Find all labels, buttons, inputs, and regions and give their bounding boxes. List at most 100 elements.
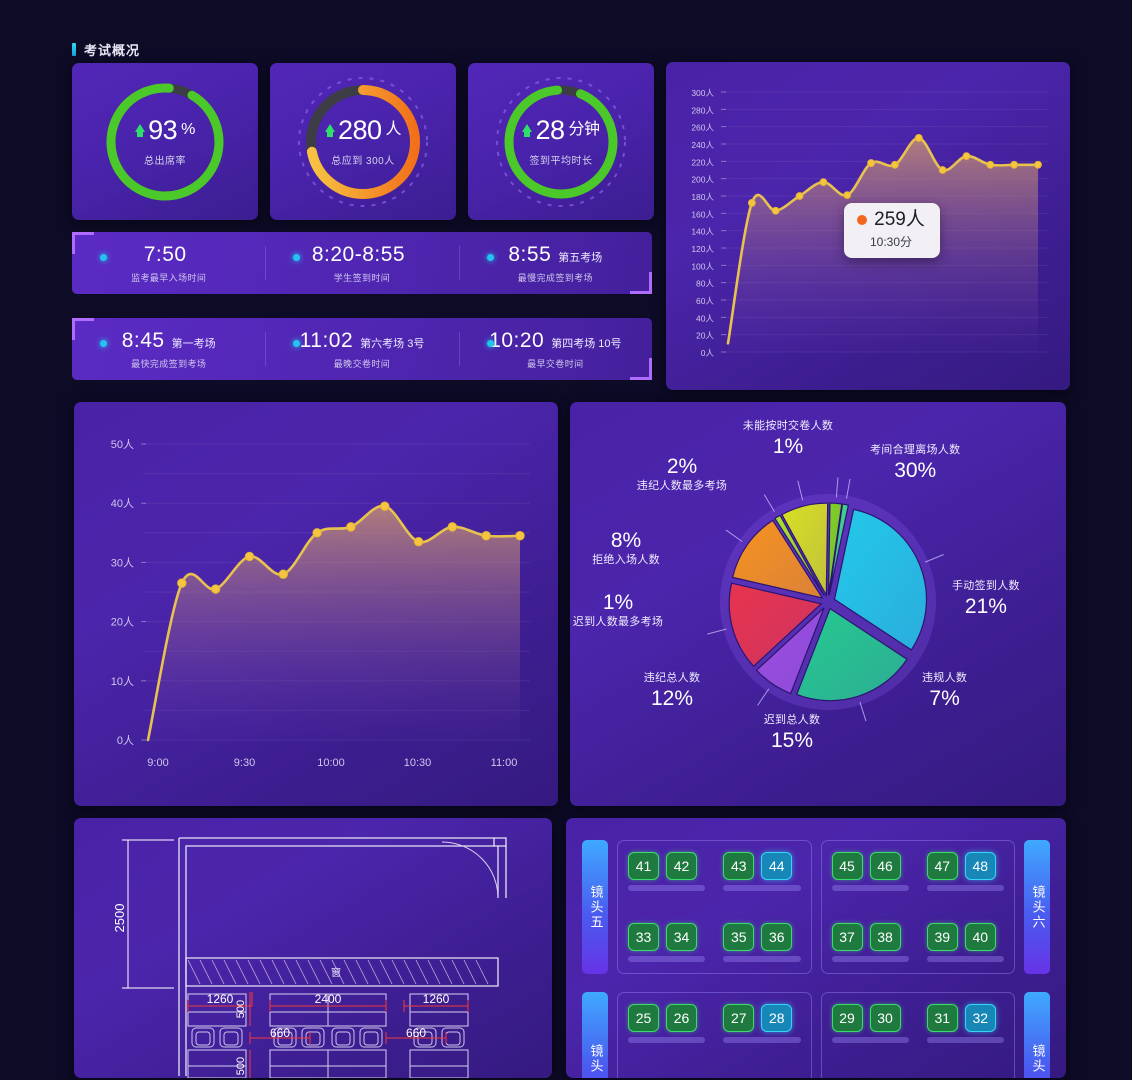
seat[interactable]: 40 <box>964 923 996 951</box>
corner-accent <box>630 291 652 294</box>
floorplan-card[interactable]: 窗 <box>74 818 552 1078</box>
seat[interactable]: 36 <box>761 923 793 951</box>
info-cell[interactable]: 11:02 第六考场 3号 最晚交卷时间 <box>265 318 458 380</box>
seat[interactable]: 26 <box>666 1004 697 1032</box>
bullet-dot-icon <box>100 340 107 347</box>
gauge-value-row: 93 % <box>135 116 195 144</box>
pie-slice-name: 考间合理离场人数 <box>870 444 961 456</box>
chart-card-attendance-top[interactable]: 0人 20人 40人 60人 80人 100人 120人 140人 160人 180人 200人 22… <box>666 62 1070 390</box>
seat-pair: 43 44 <box>723 852 801 891</box>
arrow-up-icon <box>324 124 335 137</box>
camera-label-left[interactable]: 镜头五 <box>582 840 608 974</box>
seat-row: 镜头五 41 42 43 44 33 34 35 36 45 46 47 48 37 38 39 40 镜头六 <box>582 840 1050 974</box>
seat[interactable]: 28 <box>761 1004 793 1032</box>
seat[interactable]: 44 <box>761 852 793 880</box>
seat[interactable]: 38 <box>869 923 901 951</box>
gauge-value-row: 280 人 <box>324 116 402 144</box>
gauge-value: 28 <box>535 114 565 145</box>
seat[interactable]: 37 <box>831 923 863 951</box>
svg-text:240人: 240人 <box>691 140 714 150</box>
pie-slice-label: 手动签到人数 21% <box>952 580 1020 620</box>
seat-pair: 25 26 <box>628 1004 706 1043</box>
seat[interactable]: 32 <box>964 1004 996 1032</box>
gauge-card-attendance-rate[interactable]: 93 % 总出席率 <box>72 63 258 220</box>
info-cell[interactable]: 7:50 监考最早入场时间 <box>72 232 265 294</box>
attendance-line-bottom-chart: 0人 10人 20人 30人 40人 50人 9:00 9:30 10:00 10:30 11:00 <box>111 438 530 769</box>
floorplan-dim-2500: 2500 <box>112 904 127 933</box>
seat[interactable]: 31 <box>926 1004 958 1032</box>
info-label: 监考最早入场时间 <box>131 272 207 283</box>
seat-row: 镜头 25 26 27 28 29 30 31 32 镜头 <box>582 992 1050 1078</box>
section-title-text: 考试概况 <box>84 43 141 58</box>
seat-pair-row: 45 46 <box>831 852 909 880</box>
info-time: 8:45 <box>121 328 165 352</box>
gauge-unit: 分钟 <box>568 121 601 138</box>
info-cell[interactable]: 10:20 第四考场 10号 最早交卷时间 <box>458 318 652 380</box>
seat[interactable]: 39 <box>926 923 958 951</box>
seat-pair-row: 25 26 <box>628 1004 705 1032</box>
svg-text:40人: 40人 <box>696 313 714 323</box>
pie-slice-name: 拒绝入场人数 <box>592 554 660 567</box>
seat[interactable]: 30 <box>869 1004 901 1032</box>
svg-text:11:00: 11:00 <box>491 757 518 769</box>
info-room: 第六考场 3号 <box>360 337 425 350</box>
pie-slice-label: 违规人数 7% <box>922 672 967 712</box>
seat[interactable]: 42 <box>666 852 697 880</box>
seat[interactable]: 35 <box>723 923 755 951</box>
camera-label-right[interactable]: 镜头六 <box>1024 840 1050 974</box>
gauge-ring: 280 人 总应到 300人 <box>292 71 434 213</box>
gauge-card-expected-total[interactable]: 280 人 总应到 300人 <box>270 63 456 220</box>
seat[interactable]: 33 <box>628 923 659 951</box>
floorplan-dim-500-a: 500 <box>235 1000 247 1018</box>
seat-line: 29 30 31 32 <box>831 1004 1004 1043</box>
info-room: 第四考场 10号 <box>551 337 622 350</box>
desk <box>723 1037 801 1043</box>
bullet-dot-icon <box>293 340 301 347</box>
seat-line: 33 34 35 36 <box>628 923 801 962</box>
seat[interactable]: 46 <box>869 852 901 880</box>
pie-slice-name: 迟到总人数 <box>763 714 821 726</box>
seat-pair: 45 46 <box>831 852 909 891</box>
svg-text:9:00: 9:00 <box>147 757 168 769</box>
pie-slice-percent: 7% <box>929 686 960 710</box>
info-label: 最慢完成签到考场 <box>517 272 593 283</box>
seating-chart-card[interactable]: 镜头五 41 42 43 44 33 34 35 36 45 46 47 48 37 38 39 40 镜头六 镜头… <box>566 818 1066 1078</box>
seat-pair: 47 48 <box>926 852 1004 891</box>
seat[interactable]: 48 <box>964 852 996 880</box>
seat[interactable]: 47 <box>926 852 958 880</box>
seat-pair-row: 29 30 <box>831 1004 909 1032</box>
floorplan-dim-660-b: 660 <box>406 1026 426 1040</box>
pie-slice-percent: 8% <box>610 529 642 552</box>
pie-slice-name: 手动签到人数 <box>952 580 1020 592</box>
seat[interactable]: 41 <box>628 852 659 880</box>
seat[interactable]: 43 <box>723 852 755 880</box>
gauge-ring: 28 分钟 签到平均时长 <box>490 71 632 213</box>
camera-label-left[interactable]: 镜头 <box>582 992 608 1078</box>
seat[interactable]: 25 <box>628 1004 659 1032</box>
seat[interactable]: 45 <box>831 852 863 880</box>
camera-label-right[interactable]: 镜头 <box>1024 992 1050 1078</box>
pie-slice-label: 2% 违纪人数最多考场 <box>637 454 727 494</box>
chart-card-attendance-bottom[interactable]: 0人 10人 20人 30人 40人 50人 9:00 9:30 10:00 10:30 11:00 <box>74 402 558 806</box>
chart-card-exam-breakdown[interactable]: 考间合理离场人数 30% 手动签到人数 21% 违规人数 7% 迟到总人数 15% 违纪总人数 1… <box>570 402 1066 806</box>
info-label: 学生签到时间 <box>333 272 391 283</box>
floorplan-dim-1260-b: 1260 <box>423 992 450 1006</box>
seat[interactable]: 27 <box>723 1004 755 1032</box>
seat-pair: 41 42 <box>628 852 706 891</box>
info-cell[interactable]: 8:20-8:55 学生签到时间 <box>265 232 458 294</box>
seat[interactable]: 34 <box>666 923 697 951</box>
info-cell[interactable]: 8:55 第五考场 最慢完成签到考场 <box>458 232 652 294</box>
corner-accent <box>72 232 75 254</box>
seat[interactable]: 29 <box>831 1004 863 1032</box>
svg-text:10人: 10人 <box>111 675 134 688</box>
seat-pair-row: 35 36 <box>723 923 800 951</box>
svg-text:200人: 200人 <box>691 175 714 185</box>
gauge-ring: 93 % 总出席率 <box>94 71 236 213</box>
info-cell[interactable]: 8:45 第一考场 最快完成签到考场 <box>72 318 265 380</box>
svg-text:20人: 20人 <box>696 331 714 341</box>
gauge-card-avg-signin-duration[interactable]: 28 分钟 签到平均时长 <box>468 63 654 220</box>
desk <box>831 885 909 891</box>
seat-pair: 37 38 <box>831 923 909 962</box>
bullet-dot-icon <box>486 254 494 261</box>
seat-pair: 39 40 <box>926 923 1004 962</box>
